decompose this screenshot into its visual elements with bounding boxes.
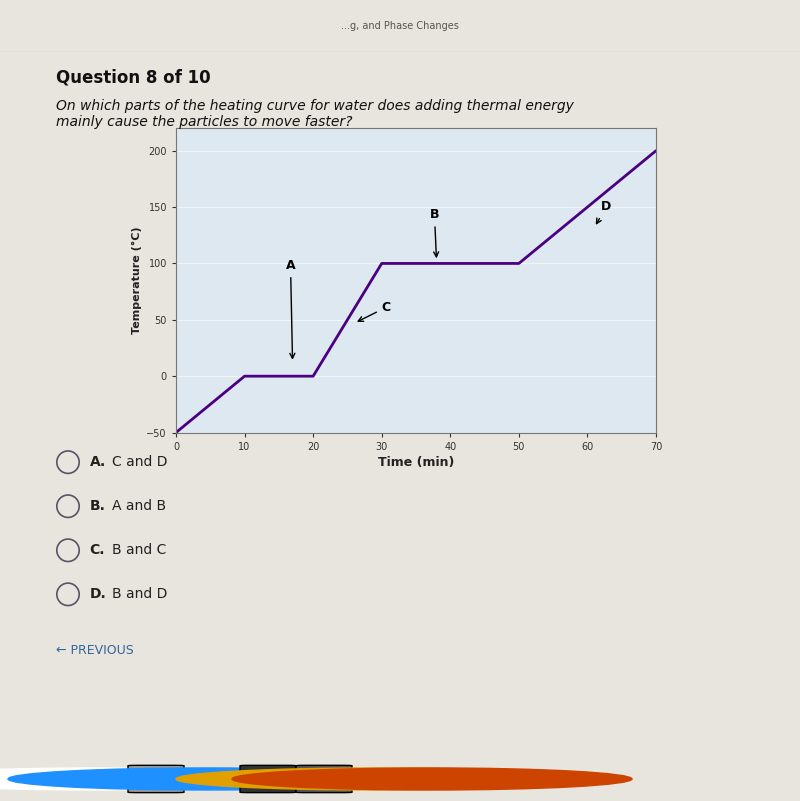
Circle shape (232, 768, 632, 790)
Text: D: D (597, 200, 611, 223)
Circle shape (8, 768, 408, 790)
Text: ← PREVIOUS: ← PREVIOUS (56, 644, 134, 657)
Text: C and D: C and D (112, 455, 167, 469)
Text: C: C (358, 301, 391, 321)
FancyBboxPatch shape (128, 765, 184, 793)
Text: B and D: B and D (112, 587, 167, 602)
Y-axis label: Temperature (°C): Temperature (°C) (132, 227, 142, 334)
Text: A.: A. (90, 455, 106, 469)
Circle shape (0, 768, 296, 790)
Text: B: B (430, 208, 439, 257)
Text: ...g, and Phase Changes: ...g, and Phase Changes (341, 21, 459, 31)
FancyBboxPatch shape (240, 765, 296, 793)
Text: B.: B. (90, 499, 106, 513)
Circle shape (176, 768, 576, 790)
X-axis label: Time (min): Time (min) (378, 456, 454, 469)
Text: On which parts of the heating curve for water does adding thermal energy: On which parts of the heating curve for … (56, 99, 574, 112)
Text: mainly cause the particles to move faster?: mainly cause the particles to move faste… (56, 115, 353, 128)
Text: C.: C. (90, 543, 105, 557)
Text: B and C: B and C (112, 543, 166, 557)
Text: A and B: A and B (112, 499, 166, 513)
Text: D.: D. (90, 587, 106, 602)
Text: Question 8 of 10: Question 8 of 10 (56, 68, 210, 86)
FancyBboxPatch shape (296, 765, 352, 793)
Text: A: A (286, 259, 295, 358)
